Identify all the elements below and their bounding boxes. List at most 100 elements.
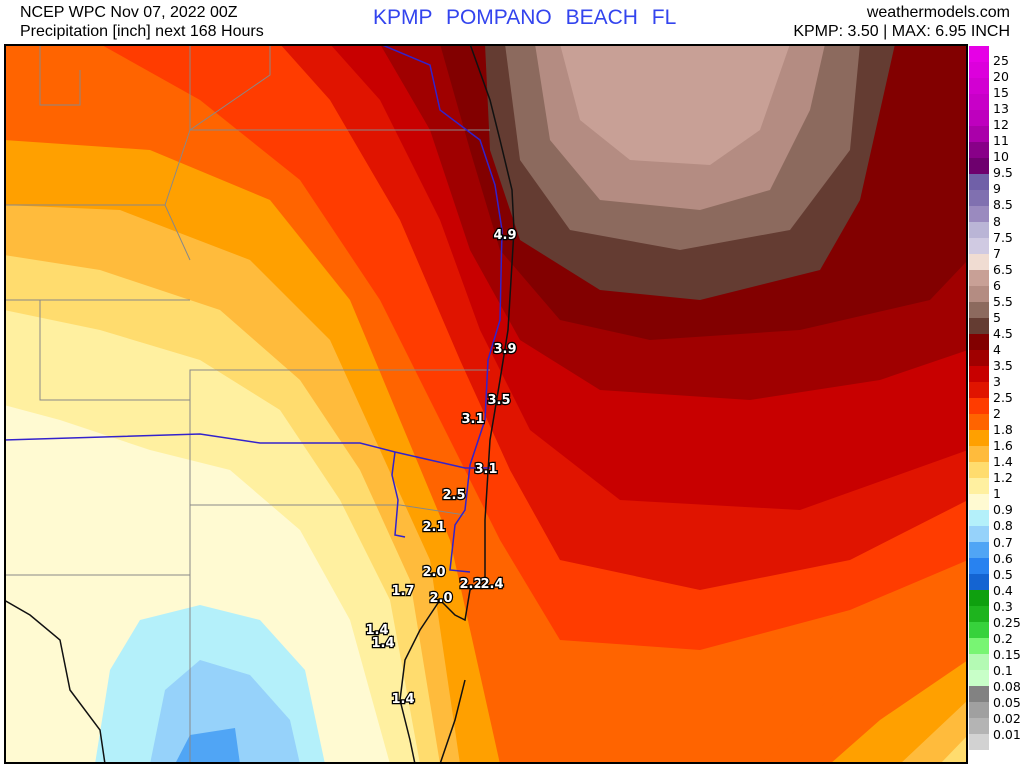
legend-swatch — [969, 366, 989, 382]
legend-swatch — [969, 718, 989, 734]
station-value: 1.4 — [371, 636, 394, 651]
station-value: 1.7 — [391, 584, 414, 599]
coastline — [4, 44, 515, 764]
legend-label: 7 — [993, 245, 1001, 261]
legend-swatch — [969, 478, 989, 494]
legend-label: 0.7 — [993, 534, 1013, 550]
legend-swatch — [969, 542, 989, 558]
product-title: Precipitation [inch] next 168 Hours — [20, 23, 264, 40]
legend-swatch — [969, 622, 989, 638]
legend-swatch — [969, 334, 989, 350]
station-title: KPMP POMPANO BEACH FL — [373, 6, 677, 29]
station-summary: KPMP: 3.50 | MAX: 6.95 INCH — [793, 23, 1010, 40]
legend-swatch — [969, 94, 989, 110]
legend-swatch — [969, 158, 989, 174]
legend-swatch — [969, 254, 989, 270]
legend-label: 0.02 — [993, 711, 1021, 727]
legend-label: 25 — [993, 53, 1009, 68]
bottomright-1.6 — [900, 700, 968, 764]
legend-swatch — [969, 494, 989, 510]
legend-swatch — [969, 126, 989, 142]
legend-swatch — [969, 238, 989, 254]
legend-swatch — [969, 222, 989, 238]
band-6.5 — [560, 44, 790, 165]
legend-swatch — [969, 686, 989, 702]
legend-label: 5 — [993, 309, 1001, 325]
legend-label: 10 — [993, 149, 1009, 165]
station-value: 2.0 — [422, 565, 445, 580]
station-value: 3.1 — [474, 462, 497, 477]
legend-label: 0.15 — [993, 646, 1021, 662]
legend-swatch — [969, 350, 989, 366]
station-value: 1.4 — [365, 623, 388, 638]
model-run: NCEP WPC Nov 07, 2022 00Z — [20, 4, 238, 21]
legend-swatch — [969, 270, 989, 286]
legend-label: 5.5 — [993, 293, 1013, 309]
legend-swatch — [969, 590, 989, 606]
legend-label: 0.3 — [993, 598, 1013, 614]
precip-map: 4.93.93.53.13.12.52.12.02.22.42.01.71.41… — [4, 44, 968, 764]
legend-swatch — [969, 302, 989, 318]
station-value: 2.5 — [442, 488, 465, 503]
legend-swatch — [969, 398, 989, 414]
legend-swatch — [969, 446, 989, 462]
legend-label: 8.5 — [993, 197, 1013, 213]
legend-label: 3.5 — [993, 357, 1013, 373]
legend-swatch — [969, 414, 989, 430]
legend-swatch — [969, 318, 989, 334]
legend-swatch — [969, 462, 989, 478]
legend-label: 0.9 — [993, 502, 1013, 518]
legend-label: 0.5 — [993, 566, 1013, 582]
color-legend — [969, 46, 989, 750]
header-left: NCEP WPC Nov 07, 2022 00Z Precipitation … — [20, 3, 264, 41]
station-value: 4.9 — [493, 228, 516, 243]
legend-label: 0.2 — [993, 630, 1013, 646]
legend-swatch — [969, 638, 989, 654]
legend-label: 0.01 — [993, 727, 1021, 743]
legend-label: 8 — [993, 213, 1001, 229]
legend-swatch — [969, 510, 989, 526]
legend-label: 2.5 — [993, 390, 1013, 406]
county-lines — [4, 44, 490, 764]
legend-label: 4 — [993, 341, 1001, 357]
water-boundaries — [4, 44, 503, 573]
legend-swatch — [969, 174, 989, 190]
legend-label: 12 — [993, 117, 1009, 133]
legend-label: 0.1 — [993, 662, 1013, 678]
site-name: weathermodels.com — [866, 4, 1010, 21]
legend-swatch — [969, 110, 989, 126]
bottomright-1.4 — [940, 735, 968, 764]
legend-swatch — [969, 670, 989, 686]
legend-label: 0.25 — [993, 614, 1021, 630]
legend-swatch — [969, 142, 989, 158]
legend-label: 9.5 — [993, 165, 1013, 181]
legend-swatch — [969, 606, 989, 622]
legend-label: 20 — [993, 69, 1009, 85]
legend-label: 0.6 — [993, 550, 1013, 566]
legend-label: 1.2 — [993, 470, 1013, 486]
legend-label: 6.5 — [993, 261, 1013, 277]
legend-label: 4.5 — [993, 325, 1013, 341]
legend-label: 0.4 — [993, 582, 1013, 598]
legend-swatch — [969, 558, 989, 574]
legend-swatch — [969, 734, 989, 750]
legend-label: 7.5 — [993, 229, 1013, 245]
legend-label: 15 — [993, 85, 1009, 101]
header-right: weathermodels.com KPMP: 3.50 | MAX: 6.95… — [793, 3, 1010, 41]
station-values: 4.93.93.53.13.12.52.12.02.22.42.01.71.41… — [364, 227, 518, 709]
legend-swatch — [969, 526, 989, 542]
station-value: 2.1 — [422, 520, 445, 535]
legend-swatch — [969, 574, 989, 590]
legend-label: 3 — [993, 374, 1001, 389]
legend-label: 1.4 — [993, 454, 1013, 470]
legend-swatch — [969, 702, 989, 718]
legend-label: 13 — [993, 101, 1009, 117]
band-0.8 — [150, 660, 300, 764]
legend-swatch — [969, 78, 989, 94]
legend-label: 2 — [993, 406, 1001, 422]
legend-swatch — [969, 430, 989, 446]
legend-label: 0.05 — [993, 695, 1021, 710]
legend-label: 6 — [993, 277, 1001, 293]
legend-label: 11 — [993, 133, 1009, 149]
station-value: 2.0 — [429, 591, 452, 606]
